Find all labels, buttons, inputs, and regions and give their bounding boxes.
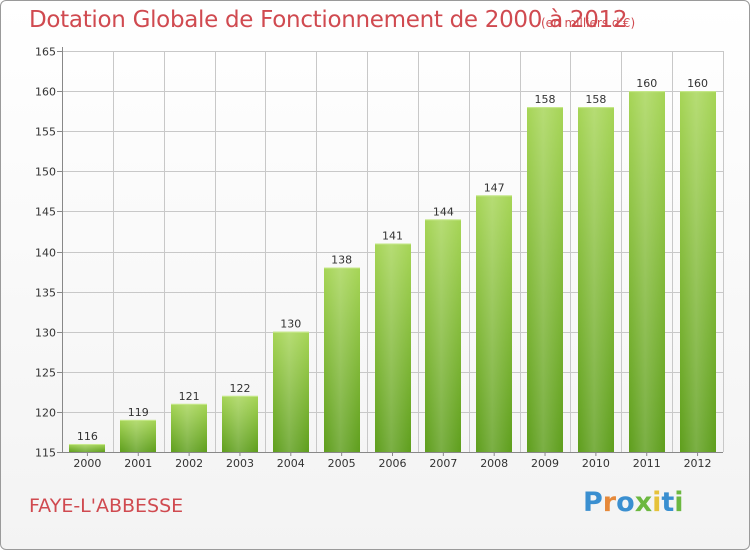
y-tick-label: 155 — [35, 126, 56, 139]
y-tick-label: 135 — [35, 287, 56, 300]
data-labels: 116 119 121 122 130 138 141 144 147 158 158 160 160 — [77, 77, 708, 443]
data-label: 160 — [636, 77, 657, 90]
x-tick-label: 2007 — [429, 457, 457, 470]
logo-letter: i — [674, 487, 684, 518]
data-label: 158 — [535, 93, 556, 106]
bar-group — [222, 395, 258, 452]
bar-group — [171, 403, 207, 452]
y-tick-label: 130 — [35, 327, 56, 340]
bar-highlight — [680, 91, 716, 452]
bar-group — [680, 91, 716, 452]
y-tick-label: 145 — [35, 206, 56, 219]
y-tick-label: 125 — [35, 367, 56, 380]
bar-highlight — [120, 419, 156, 452]
data-label: 141 — [382, 229, 403, 242]
x-tick-label: 2010 — [582, 457, 610, 470]
logo-letter: t — [661, 487, 675, 518]
bar-highlight — [425, 219, 461, 452]
y-tick-label: 150 — [35, 166, 56, 179]
bar-group — [69, 443, 105, 452]
y-tick-label: 165 — [35, 46, 56, 59]
bar-group — [578, 107, 614, 452]
x-tick-label: 2001 — [124, 457, 152, 470]
chart-subtitle: (en milliers d'€) — [541, 16, 636, 30]
bar-highlight — [578, 107, 614, 452]
x-tick-label: 2009 — [531, 457, 559, 470]
data-label: 158 — [585, 93, 606, 106]
x-tick-label: 2000 — [73, 457, 101, 470]
place-name: FAYE-L'ABBESSE — [29, 495, 184, 517]
x-tick-label: 2003 — [226, 457, 254, 470]
x-tick-label: 2006 — [379, 457, 407, 470]
data-label: 119 — [128, 406, 149, 419]
y-tick-label: 120 — [35, 407, 56, 420]
logo-letter: x — [634, 487, 653, 518]
bar-group — [527, 107, 563, 452]
data-label: 122 — [229, 382, 250, 395]
data-label: 130 — [280, 318, 301, 331]
x-tick-label: 2011 — [633, 457, 661, 470]
data-label: 144 — [433, 205, 454, 218]
proxiti-logo[interactable]: Proxiti — [583, 487, 684, 518]
bar-group — [425, 219, 461, 452]
bar-highlight — [324, 267, 360, 452]
bar-group — [324, 267, 360, 452]
bar-highlight — [476, 195, 512, 453]
data-label: 121 — [179, 390, 200, 403]
chart-title: Dotation Globale de Fonctionnement de 20… — [29, 7, 628, 33]
data-label: 160 — [687, 77, 708, 90]
bar-highlight — [273, 331, 309, 452]
logo-letter: P — [583, 487, 603, 518]
bar-highlight — [69, 443, 105, 452]
bar-highlight — [527, 107, 563, 452]
data-label: 116 — [77, 430, 98, 443]
bar-highlight — [375, 243, 411, 452]
bar-group — [629, 91, 665, 452]
bar-highlight — [171, 403, 207, 452]
y-tick-label: 160 — [35, 86, 56, 99]
bar-group — [120, 419, 156, 452]
data-label: 138 — [331, 254, 352, 267]
x-tick-label: 2008 — [480, 457, 508, 470]
logo-letter: r — [602, 487, 617, 518]
x-tick-label: 2004 — [277, 457, 305, 470]
bar-group — [375, 243, 411, 452]
bar-group — [476, 195, 512, 453]
logo-letter: i — [652, 487, 662, 518]
x-tick-label: 2005 — [328, 457, 356, 470]
x-tick-label: 2002 — [175, 457, 203, 470]
bar-highlight — [222, 395, 258, 452]
data-label: 147 — [484, 181, 505, 194]
y-tick-label: 115 — [35, 447, 56, 460]
y-tick-label: 140 — [35, 247, 56, 260]
x-tick-label: 2012 — [684, 457, 712, 470]
bars — [69, 91, 716, 453]
axes: 115 120 125 130 135 140 145 150 155 160 165 2000 200… — [35, 46, 723, 470]
bar-group — [273, 331, 309, 452]
logo-letter: o — [616, 487, 635, 518]
bar-highlight — [629, 91, 665, 452]
